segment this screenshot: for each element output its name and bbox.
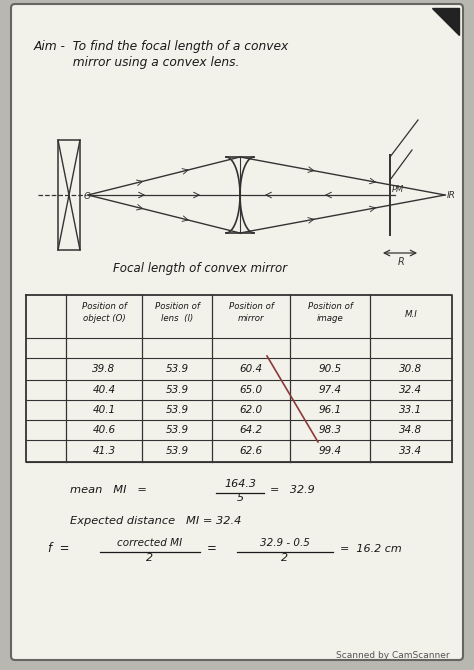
Text: =  16.2 cm: = 16.2 cm	[340, 544, 402, 554]
Text: 98.3: 98.3	[319, 425, 342, 435]
Text: 2: 2	[282, 553, 289, 563]
Text: 32.9 - 0.5: 32.9 - 0.5	[260, 538, 310, 548]
Text: mirror: mirror	[238, 314, 264, 322]
Text: Focal length of convex mirror: Focal length of convex mirror	[113, 262, 287, 275]
Text: 34.8: 34.8	[400, 425, 422, 435]
Text: 90.5: 90.5	[319, 364, 342, 374]
Text: Scanned by CamScanner: Scanned by CamScanner	[337, 651, 450, 660]
Text: 164.3: 164.3	[224, 479, 256, 489]
Text: IR: IR	[447, 191, 456, 200]
Text: Position of: Position of	[155, 302, 200, 310]
Text: 30.8: 30.8	[400, 364, 422, 374]
Text: 53.9: 53.9	[165, 405, 189, 415]
Text: 5: 5	[237, 493, 244, 503]
Text: mean   MI   =: mean MI =	[70, 485, 147, 495]
Text: 62.0: 62.0	[239, 405, 263, 415]
Text: f  =: f =	[48, 542, 70, 555]
Text: object (O): object (O)	[82, 314, 126, 322]
Text: 32.4: 32.4	[400, 385, 422, 395]
Text: 33.4: 33.4	[400, 446, 422, 456]
Text: Position of: Position of	[308, 302, 353, 310]
Text: 40.6: 40.6	[92, 425, 116, 435]
Text: =: =	[207, 542, 217, 555]
Text: O: O	[84, 192, 91, 201]
Text: 33.1: 33.1	[400, 405, 422, 415]
Text: 2: 2	[146, 553, 154, 563]
Text: 96.1: 96.1	[319, 405, 342, 415]
Text: M.I: M.I	[405, 310, 418, 318]
FancyBboxPatch shape	[11, 4, 463, 660]
Text: 53.9: 53.9	[165, 385, 189, 395]
Text: 41.3: 41.3	[92, 446, 116, 456]
Text: Position of: Position of	[82, 302, 127, 310]
Text: 62.6: 62.6	[239, 446, 263, 456]
Text: 65.0: 65.0	[239, 385, 263, 395]
Text: 39.8: 39.8	[92, 364, 116, 374]
Text: 40.4: 40.4	[92, 385, 116, 395]
Text: R: R	[398, 257, 405, 267]
Text: 53.9: 53.9	[165, 364, 189, 374]
Bar	[58, 140, 80, 250]
Text: 60.4: 60.4	[239, 364, 263, 374]
Text: 53.9: 53.9	[165, 446, 189, 456]
Text: Expected distance   MI = 32.4: Expected distance MI = 32.4	[70, 516, 241, 526]
Text: 97.4: 97.4	[319, 385, 342, 395]
Text: corrected MI: corrected MI	[118, 538, 182, 548]
Text: 99.4: 99.4	[319, 446, 342, 456]
Text: 40.1: 40.1	[92, 405, 116, 415]
Text: 53.9: 53.9	[165, 425, 189, 435]
Text: lens  (l): lens (l)	[161, 314, 193, 322]
Text: image: image	[317, 314, 343, 322]
Text: Position of: Position of	[228, 302, 273, 310]
Text: =   32.9: = 32.9	[270, 485, 315, 495]
Text: mirror using a convex lens.: mirror using a convex lens.	[34, 56, 239, 69]
Polygon shape	[432, 8, 459, 35]
Text: Aim -  To find the focal length of a convex: Aim - To find the focal length of a conv…	[34, 40, 289, 53]
Text: PM: PM	[392, 185, 404, 194]
Text: 64.2: 64.2	[239, 425, 263, 435]
